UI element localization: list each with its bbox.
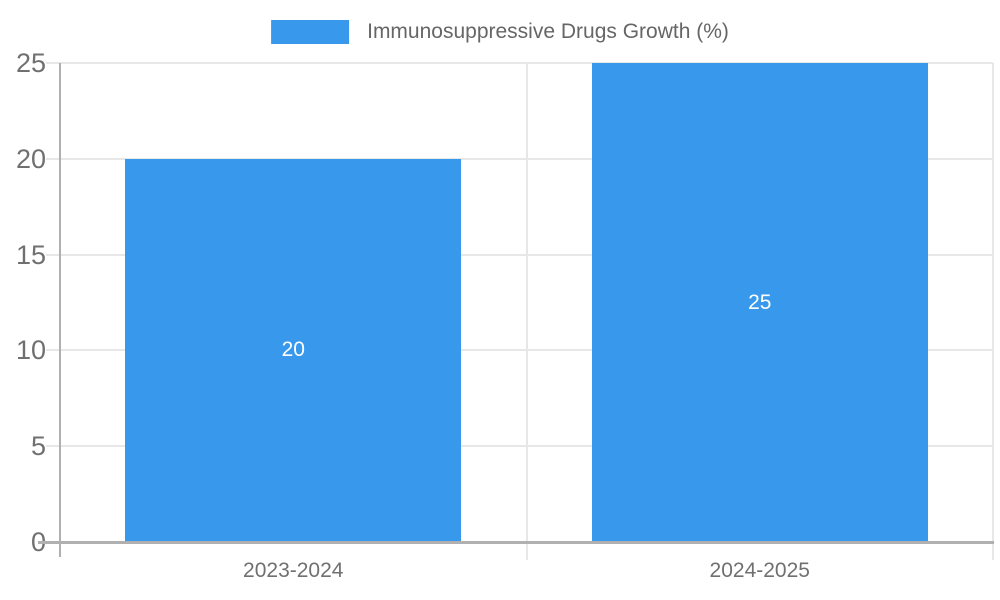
x-axis-tick-label: 2023-2024 <box>243 559 344 582</box>
bar-value-label: 20 <box>281 338 305 362</box>
gridline-horizontal <box>46 349 993 352</box>
y-axis-tick-label: 20 <box>15 143 46 174</box>
x-axis-line <box>38 541 994 544</box>
y-axis-tick-label: 25 <box>15 48 46 78</box>
bar[interactable] <box>125 158 462 542</box>
bar[interactable] <box>591 63 928 542</box>
y-axis-tick-label: 10 <box>15 335 46 366</box>
gridline-horizontal <box>46 253 993 256</box>
y-axis-tick-label: 15 <box>15 239 46 270</box>
legend-swatch <box>271 20 350 44</box>
y-axis-tick-label: 5 <box>30 431 46 462</box>
gridline-horizontal <box>46 445 993 448</box>
x-axis-tick-label: 2024-2025 <box>709 559 810 582</box>
y-axis-line <box>59 63 61 557</box>
legend-item[interactable]: Immunosuppressive Drugs Growth (%) <box>271 20 729 44</box>
gridline-horizontal <box>46 62 993 64</box>
gridline-vertical <box>525 63 528 560</box>
gridline-vertical <box>992 63 994 560</box>
legend-label: Immunosuppressive Drugs Growth (%) <box>367 20 729 43</box>
bar-value-label: 25 <box>748 290 772 314</box>
gridline-horizontal <box>46 157 993 160</box>
